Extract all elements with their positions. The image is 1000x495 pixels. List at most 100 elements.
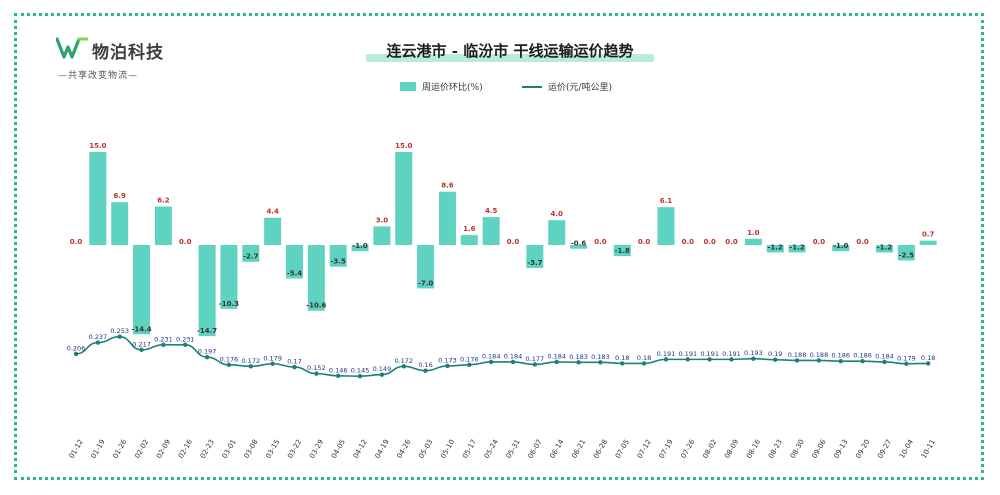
logo-name: 物泊科技: [92, 43, 164, 63]
line-point: [904, 361, 909, 366]
bar-data-label: -10.3: [219, 300, 239, 308]
line-point: [773, 357, 778, 362]
x-tick-label: 01-12: [68, 438, 85, 460]
bar-data-label: 1.6: [463, 225, 476, 233]
line-point: [816, 358, 822, 363]
bar: [613, 245, 631, 257]
x-tick-label: 09-20: [854, 438, 871, 460]
bar: [482, 217, 500, 245]
x-tick-label: 04-12: [352, 438, 369, 460]
line-point: [882, 359, 887, 365]
line-data-label: 0.184: [504, 352, 523, 360]
line-point: [73, 351, 79, 357]
line-data-label: 0.18: [615, 354, 629, 362]
line-data-label: 0.18: [637, 354, 651, 362]
line-data-label: 0.173: [438, 356, 457, 364]
x-tick-label: 04-05: [330, 438, 347, 460]
x-tick-label: 01-26: [111, 438, 128, 460]
bar-data-label: 1.0: [747, 229, 760, 237]
bar: [329, 245, 347, 267]
bar-data-label: -2.7: [243, 253, 258, 261]
line-point: [598, 360, 603, 365]
x-tick-label: 03-15: [264, 438, 281, 460]
bar-data-label: 0.0: [682, 238, 695, 246]
bar-data-label: -14.4: [131, 325, 151, 333]
bar: [264, 217, 282, 245]
line-data-label: 0.177: [526, 355, 545, 363]
legend: 周运价环比(%) 运价(元/吨公里): [0, 80, 1000, 96]
x-tick-label: 04-19: [374, 438, 391, 460]
bar: [657, 207, 675, 245]
line-point: [707, 357, 712, 362]
line-data-label: 0.231: [154, 335, 173, 343]
legend-item-bar: 周运价环比(%): [400, 80, 483, 93]
dotted-frame: [14, 13, 984, 480]
chart-title-block: 连云港市 - 临汾市 干线运输运价趋势: [360, 40, 660, 62]
line-data-label: 0.184: [482, 352, 501, 360]
x-tick-label: 09-27: [876, 438, 893, 460]
line-data-label: 0.19: [768, 350, 782, 358]
line-data-label: 0.184: [875, 352, 894, 360]
bar-data-label: 0.0: [70, 238, 83, 246]
line-data-label: 0.183: [591, 353, 610, 361]
bar: [133, 245, 151, 335]
line-data-label: 0.172: [394, 357, 413, 365]
bar-data-label: 0.7: [922, 231, 935, 239]
line-data-label: 0.17: [287, 358, 301, 366]
bar-data-label: 0.0: [179, 238, 192, 246]
x-tick-label: 05-10: [439, 438, 456, 460]
bar: [460, 235, 478, 245]
bar-data-label: -0.6: [571, 240, 586, 248]
bar: [154, 206, 172, 245]
line-data-label: 0.183: [569, 353, 588, 361]
bar: [832, 245, 850, 252]
bar: [198, 245, 216, 337]
x-tick-label: 08-09: [723, 438, 740, 460]
bar: [373, 226, 391, 245]
x-tick-label: 06-21: [570, 438, 587, 460]
line-point: [532, 362, 538, 367]
x-tick-label: 02-23: [199, 438, 216, 460]
line-point: [641, 361, 647, 366]
bar-data-label: 15.0: [395, 142, 412, 150]
bar: [417, 245, 435, 289]
line-point: [379, 372, 385, 377]
bar: [548, 220, 566, 245]
line-point: [860, 359, 865, 364]
line-data-label: 0.231: [176, 335, 195, 343]
bar-data-label: -1.2: [768, 243, 783, 251]
bar-data-label: 4.5: [485, 207, 498, 215]
bar: [570, 245, 588, 249]
x-tick-label: 10-11: [920, 438, 937, 460]
bar: [766, 245, 784, 253]
line-point: [226, 362, 232, 368]
line-point: [314, 371, 319, 376]
line-data-label: 0.193: [744, 349, 763, 357]
line-data-label: 0.217: [132, 340, 151, 348]
line-data-label: 0.176: [220, 355, 239, 363]
bar-data-label: 6.1: [660, 197, 673, 205]
x-tick-label: 09-06: [811, 438, 828, 460]
logo-w-icon: [56, 37, 88, 59]
line-point: [204, 354, 210, 360]
line-point: [117, 334, 122, 339]
line-point: [95, 340, 101, 345]
x-tick-label: 03-08: [243, 438, 260, 460]
bar: [744, 238, 762, 245]
chart-title: 连云港市 - 临汾市 干线运输运价趋势: [386, 42, 634, 60]
line-point: [794, 358, 800, 363]
bar-data-label: 4.4: [266, 208, 279, 216]
line-point: [270, 361, 275, 366]
line-point: [336, 373, 341, 379]
x-tick-label: 08-16: [745, 438, 762, 460]
bar: [526, 245, 544, 268]
line-data-label: 0.186: [853, 352, 872, 360]
bar-data-label: 3.0: [376, 216, 389, 224]
x-tick-label: 02-02: [133, 438, 150, 460]
line-data-label: 0.176: [460, 355, 479, 363]
x-tick-label: 02-09: [155, 438, 172, 460]
bar: [307, 245, 325, 311]
bar-data-label: -1.2: [877, 243, 892, 251]
legend-bar-label: 周运价环比(%): [422, 83, 483, 93]
